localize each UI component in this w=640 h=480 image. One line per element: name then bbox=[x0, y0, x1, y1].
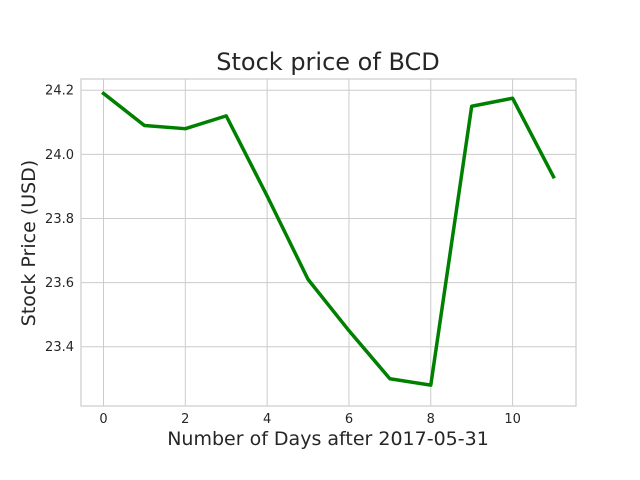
y-axis-title: Stock Price (USD) bbox=[18, 160, 40, 326]
x-tick-label: 2 bbox=[181, 412, 189, 427]
series-group bbox=[101, 90, 556, 387]
y-tick-label: 23.8 bbox=[45, 212, 74, 227]
chart-title: Stock price of BCD bbox=[216, 48, 439, 76]
x-axis-ticks: 0 2 4 6 8 10 bbox=[99, 412, 521, 427]
grid-lines bbox=[81, 79, 576, 406]
y-tick-label: 24.0 bbox=[45, 148, 74, 163]
x-tick-label: 6 bbox=[345, 412, 353, 427]
x-tick-label: 10 bbox=[504, 412, 521, 427]
y-axis-ticks: 23.4 23.6 23.8 24.0 24.2 bbox=[45, 84, 74, 355]
x-tick-label: 8 bbox=[427, 412, 435, 427]
x-axis-title: Number of Days after 2017-05-31 bbox=[167, 428, 489, 450]
y-tick-label: 24.2 bbox=[45, 84, 74, 99]
y-tick-label: 23.4 bbox=[45, 340, 74, 355]
y-tick-label: 23.6 bbox=[45, 276, 74, 291]
x-tick-label: 4 bbox=[263, 412, 271, 427]
plot-frame bbox=[80, 78, 577, 407]
series-line bbox=[101, 90, 556, 387]
x-tick-label: 0 bbox=[99, 412, 107, 427]
plot-background bbox=[81, 79, 576, 406]
